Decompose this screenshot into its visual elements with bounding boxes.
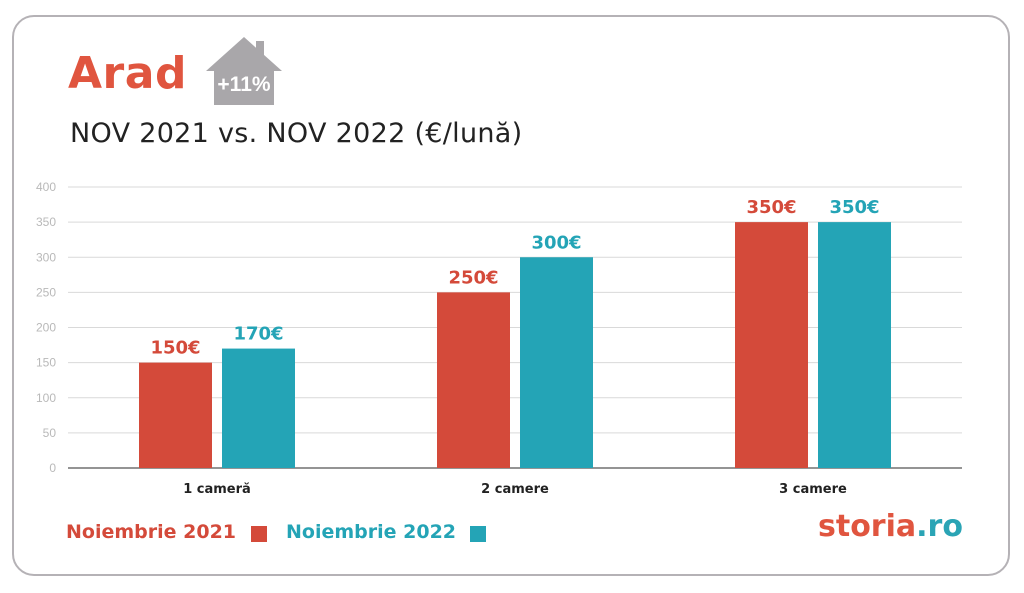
house-icon: +11% xyxy=(206,37,282,105)
bar-value-label: 350€ xyxy=(746,197,796,218)
y-tick-label: 0 xyxy=(49,461,56,475)
y-tick-label: 350 xyxy=(36,215,56,229)
bar-value-label: 170€ xyxy=(233,324,283,345)
bar xyxy=(735,222,808,468)
storia-logo: storia.ro xyxy=(818,512,963,542)
bar xyxy=(222,348,295,468)
y-tick-label: 150 xyxy=(36,356,56,370)
page-title: Arad xyxy=(68,48,187,99)
bar-value-label: 250€ xyxy=(448,267,498,288)
legend-label-2022: Noiembrie 2022 xyxy=(286,521,457,543)
y-tick-label: 300 xyxy=(36,250,56,264)
bar xyxy=(818,222,891,468)
chart-subtitle: NOV 2021 vs. NOV 2022 (€/lună) xyxy=(70,118,523,149)
y-tick-label: 250 xyxy=(36,285,56,299)
legend-label-2021: Noiembrie 2021 xyxy=(66,521,237,543)
house-badge-text: +11% xyxy=(217,73,270,96)
x-tick-label: 1 cameră xyxy=(183,482,251,497)
bar-value-label: 300€ xyxy=(531,232,581,253)
bar xyxy=(437,292,510,468)
bar xyxy=(139,362,212,468)
legend-swatch-2022 xyxy=(470,526,486,542)
y-tick-label: 100 xyxy=(36,391,56,405)
y-tick-label: 50 xyxy=(43,426,57,440)
x-tick-label: 3 camere xyxy=(779,482,847,497)
bar xyxy=(520,257,593,468)
legend-swatch-2021 xyxy=(251,526,267,542)
bar-value-label: 150€ xyxy=(150,338,200,359)
brand-part2: .ro xyxy=(916,509,963,544)
brand-part1: storia xyxy=(818,509,917,544)
y-tick-label: 400 xyxy=(36,180,56,194)
y-tick-label: 200 xyxy=(36,321,56,335)
x-tick-label: 2 camere xyxy=(481,482,549,497)
bar-value-label: 350€ xyxy=(829,197,879,218)
